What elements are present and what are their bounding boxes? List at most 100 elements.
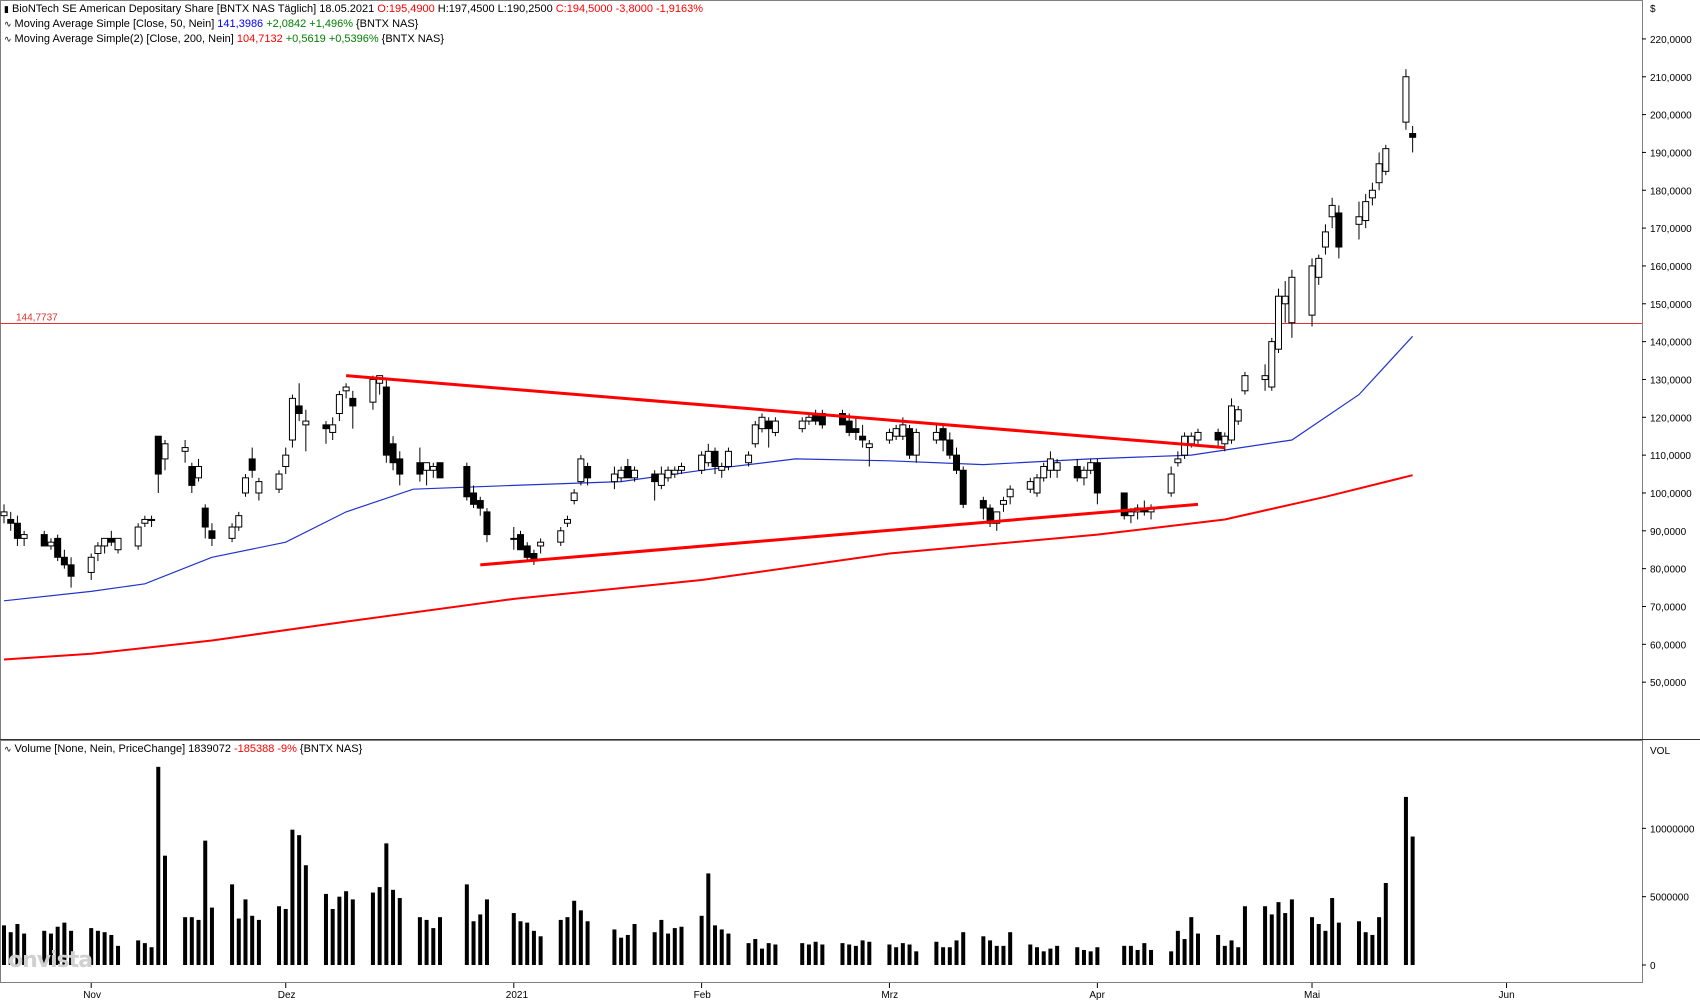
volume-bar (585, 921, 590, 965)
volume-bar (518, 921, 523, 965)
volume-bar (753, 939, 758, 965)
volume-bar (759, 948, 764, 965)
price-tick-label: 170,0000 (1650, 224, 1692, 235)
volume-bar (934, 941, 939, 965)
volume-bar (672, 928, 677, 965)
volume-bar (981, 936, 986, 965)
candle-up (20, 534, 28, 539)
line-series-icon: ∿ (4, 20, 12, 30)
sma200-line (3, 474, 1413, 661)
volume-bar (1276, 902, 1281, 965)
candle-down (208, 530, 216, 539)
volume-bar (1410, 836, 1415, 965)
volume-bar (1001, 945, 1006, 965)
volume-bar (277, 906, 282, 965)
volume-bar (62, 922, 67, 965)
volume-bar (1048, 948, 1053, 965)
price-tick-label: 220,0000 (1650, 35, 1692, 46)
horizontal-line-label: 144,7737 (16, 313, 58, 324)
currency-label: $ (1650, 4, 1656, 15)
candle-up (241, 477, 249, 494)
volume-bar (1316, 924, 1321, 965)
legend-main-change-pct: -1,9163% (655, 3, 704, 15)
date-tick-label: Mai (1304, 990, 1320, 1000)
candle-down (523, 545, 531, 558)
sma50-line (3, 335, 1414, 602)
candle-down (154, 435, 162, 475)
volume-bar (1229, 940, 1234, 965)
candle-up (114, 537, 122, 551)
candle-up (1174, 458, 1182, 464)
candle-up (1046, 458, 1054, 471)
candle-down (1073, 465, 1081, 479)
candle-up (993, 511, 1001, 524)
horizontal-line-group[interactable]: 144,7737 (0, 313, 1642, 325)
candle-down (7, 518, 15, 524)
candle-up (235, 515, 243, 528)
volume-bar (337, 896, 342, 965)
candle-down (1093, 462, 1101, 494)
price-tick-label: 90,0000 (1650, 527, 1687, 538)
volume-bar (1377, 917, 1382, 965)
date-tick-label: Feb (694, 990, 712, 1000)
price-tick-label: 140,0000 (1650, 338, 1692, 349)
volume-bar (236, 918, 241, 965)
volume-bar (1095, 947, 1100, 965)
candle-up (798, 420, 806, 430)
volume-bar (196, 919, 201, 965)
volume-bar (1122, 945, 1127, 965)
trendline-resistance (345, 374, 1225, 450)
legend-volume: ∿ Volume [None, Nein, PriceChange] 1839072… (4, 743, 365, 757)
candle-down (476, 500, 484, 509)
volume-bar (1363, 932, 1368, 965)
candle-down (67, 564, 75, 577)
date-tick-label: 2021 (506, 990, 529, 1000)
candle-series-icon: ▮ (4, 5, 9, 15)
volume-bar (1128, 945, 1133, 965)
volume-bar (15, 924, 20, 965)
candle-down (979, 500, 987, 509)
volume-bar (746, 943, 751, 965)
volume-bar (1263, 906, 1268, 965)
legend-main-high: H:197,4500 (437, 3, 495, 15)
volume-bar (323, 893, 328, 965)
candle-down (1409, 133, 1417, 138)
volume-bar (290, 829, 295, 965)
volume-bar (370, 892, 375, 965)
volume-bar (820, 944, 825, 965)
volume-bar (484, 899, 489, 965)
candle-up (1274, 295, 1282, 350)
candle-up (577, 458, 585, 483)
candle-down (349, 397, 357, 407)
legend-sma50-value: 141,3986 (217, 18, 264, 30)
legend-volume-label: Volume [None, Nein, PriceChange] (14, 743, 186, 755)
candle-up (161, 443, 169, 460)
candle-down (584, 465, 592, 479)
volume-bar (1356, 921, 1361, 965)
candle-down (651, 473, 659, 483)
volume-bar (813, 941, 818, 965)
candle-up (1382, 148, 1390, 172)
price-tick-label: 100,0000 (1650, 489, 1692, 500)
volume-bar (1330, 898, 1335, 965)
price-tick-label: 60,0000 (1650, 640, 1687, 651)
candle-up (148, 518, 156, 521)
candle-down (436, 462, 444, 479)
legend-sma50-symbol: {BNTX NAS} (356, 18, 419, 30)
candle-up (288, 397, 296, 441)
candle-up (610, 473, 618, 483)
volume-bar (42, 930, 47, 965)
volume-bar (297, 835, 302, 965)
volume-bar (994, 945, 999, 965)
volume-bar (1028, 944, 1033, 965)
price-tick-label: 200,0000 (1650, 111, 1692, 122)
volume-unit-label: VOL (1650, 746, 1670, 757)
candle-up (885, 431, 893, 441)
trendlines[interactable] (345, 374, 1225, 567)
candle-up (1127, 511, 1135, 517)
date-tick-label: Jun (1499, 990, 1515, 1000)
volume-bar (438, 917, 443, 965)
volume-bar (55, 926, 60, 965)
candle-up (429, 465, 437, 471)
candle-down (382, 386, 390, 456)
